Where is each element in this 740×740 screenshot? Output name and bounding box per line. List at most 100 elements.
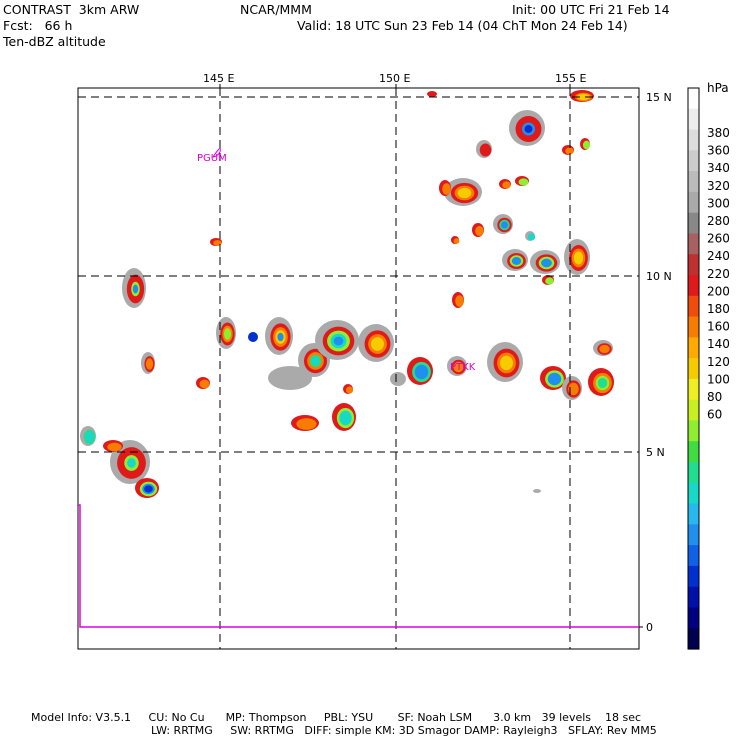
echo-cell (570, 90, 594, 102)
colorbar-block (688, 254, 699, 276)
colorbar-block (688, 420, 699, 442)
echo-cell (562, 376, 582, 400)
echo-cell (444, 178, 482, 206)
colorbar-unit: hPa (707, 81, 729, 95)
lat-label-0: 0 (646, 621, 653, 634)
echo-cell (562, 145, 574, 155)
echo-cell (332, 403, 356, 431)
colorbar-tick-label: 140 (707, 337, 730, 351)
colorbar-tick-label: 320 (707, 179, 730, 193)
echo-cell (141, 352, 155, 374)
colorbar-block (688, 503, 699, 525)
echo-cell (265, 317, 293, 355)
organization-label: NCAR/MMM (240, 2, 312, 17)
colorbar-tick-label: 340 (707, 161, 730, 175)
station-label-pgum: PGUM (197, 153, 227, 164)
echo-cell (533, 489, 541, 493)
colorbar-block (688, 88, 699, 110)
colorbar-block (688, 545, 699, 567)
model-title: CONTRAST 3km ARW (3, 2, 140, 17)
echo-cell (216, 317, 236, 349)
lon-label-150: 150 E (379, 72, 410, 85)
colorbar-tick-label: 240 (707, 249, 730, 263)
colorbar-block (688, 212, 699, 235)
echo-cell (515, 176, 529, 186)
echo-cell (447, 356, 467, 376)
lat-label-15n: 15 N (646, 91, 672, 104)
colorbar-frame (687, 87, 700, 650)
valid-time: Valid: 18 UTC Sun 23 Feb 14 (04 ChT Mon … (297, 18, 628, 33)
echo-cell (487, 342, 523, 382)
lat-label-5n: 5 N (646, 446, 665, 459)
echo-cell (502, 249, 528, 271)
colorbar-tick-labels: 380 360 340 320 300 280 260 240 220 200 180 160 140 1… (707, 126, 730, 422)
echo-cell (451, 236, 460, 244)
colorbar-block (688, 129, 699, 151)
colorbar-block (688, 275, 699, 297)
colorbar-block (688, 462, 699, 484)
colorbar-block (688, 337, 699, 359)
echo-cell (135, 478, 159, 498)
lon-label-145: 145 E (203, 72, 234, 85)
colorbar-block (688, 150, 699, 172)
colorbar-tick-label: 300 (707, 196, 730, 210)
echo-cell (248, 332, 258, 342)
echo-cell (493, 214, 513, 234)
echo-cell (452, 292, 464, 308)
forecast-hour: Fcst: 66 h (3, 18, 73, 33)
field-name: Ten-dBZ altitude (3, 34, 106, 49)
colorbar-block (688, 399, 699, 422)
colorbar-tick-label: 80 (707, 390, 722, 404)
echo-cell (580, 138, 591, 150)
map-frame (77, 87, 640, 650)
colorbar-block (688, 524, 699, 546)
echo-cell (439, 180, 451, 196)
echo-cell (291, 415, 319, 431)
model-info-line2: LW: RRTMG SW: RRTMG DIFF: simple KM: 3D … (151, 724, 657, 737)
colorbar-block (688, 171, 699, 193)
echo-cell (427, 91, 437, 97)
colorbar-tick-label: 180 (707, 302, 730, 316)
echo-cell (499, 179, 511, 189)
colorbar-tick-label: 160 (707, 320, 730, 334)
colorbar-block (688, 607, 699, 629)
colorbar-blocks (688, 88, 699, 650)
echo-cell (315, 320, 359, 360)
echo-cell (509, 110, 545, 146)
echo-cell (472, 223, 484, 237)
colorbar-tick-label: 100 (707, 372, 730, 386)
colorbar-block (688, 108, 699, 131)
colorbar-block (688, 378, 699, 401)
echo-cell (110, 440, 150, 484)
lon-label-155: 155 E (555, 72, 586, 85)
colorbar-block (688, 441, 699, 463)
colorbar-block (688, 233, 699, 255)
domain-boundary (78, 504, 639, 628)
colorbar-block (688, 191, 699, 214)
colorbar-block (688, 586, 699, 609)
echo-cell (268, 366, 312, 390)
station-label-ptkk: PTKK (450, 362, 476, 373)
guam-outline-icon (211, 147, 221, 158)
colorbar-block (688, 316, 699, 338)
colorbar-block (688, 628, 699, 650)
init-time: Init: 00 UTC Fri 21 Feb 14 (512, 2, 670, 17)
colorbar-tick-label: 280 (707, 214, 730, 228)
echo-cell (593, 340, 613, 356)
colorbar-tick-label: 120 (707, 355, 730, 369)
echo-cell (476, 140, 492, 158)
echo-cell (358, 324, 394, 362)
echo-cell (542, 275, 554, 285)
colorbar-block (688, 295, 699, 318)
echo-cell (103, 440, 123, 452)
graticule (78, 88, 639, 649)
echo-cell (588, 368, 614, 396)
echo-cell (525, 231, 536, 241)
model-info-line1: Model Info: V3.5.1 CU: No Cu MP: Thompso… (31, 711, 642, 724)
colorbar-tick-label: 200 (707, 284, 730, 298)
echo-cell (407, 357, 433, 385)
gridline-stubs (219, 84, 643, 628)
echo-cell (540, 366, 566, 390)
lat-label-10n: 10 N (646, 270, 672, 283)
